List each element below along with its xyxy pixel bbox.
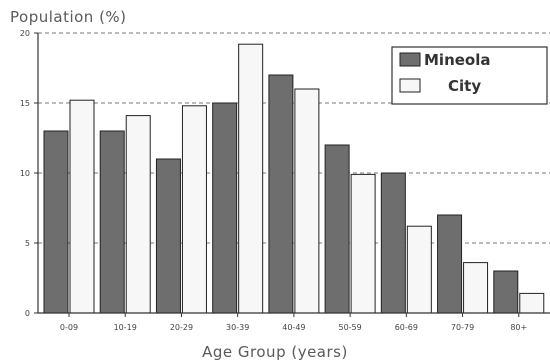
legend-label-mineola: Mineola bbox=[424, 51, 491, 69]
bar-mineola bbox=[43, 130, 69, 314]
bar-mineola bbox=[380, 172, 406, 314]
x-tick-label: 40-49 bbox=[282, 323, 305, 332]
x-tick-label: 50-59 bbox=[338, 323, 361, 332]
y-tick-label: 0 bbox=[25, 309, 30, 318]
x-tick-label: 0-09 bbox=[60, 323, 78, 332]
bar-city bbox=[125, 115, 151, 314]
x-axis-title: Age Group (years) bbox=[202, 343, 348, 361]
bar-city bbox=[238, 43, 264, 314]
x-tick-label: 70-79 bbox=[451, 323, 474, 332]
y-axis-title: Population (%) bbox=[10, 8, 127, 26]
bar-city bbox=[406, 225, 432, 314]
legend-label-city: City bbox=[448, 77, 481, 95]
x-tick-label: 20-29 bbox=[170, 323, 193, 332]
x-tick-label: 60-69 bbox=[395, 323, 418, 332]
bars bbox=[43, 43, 545, 314]
axes: 0 5 10 15 20 0-09 10-19 20-29 30-39 40-49 50-59 60-… bbox=[20, 29, 550, 332]
legend-swatch-mineola bbox=[399, 52, 421, 67]
bar-mineola bbox=[212, 102, 238, 314]
bar-city bbox=[294, 88, 320, 314]
bar-mineola bbox=[493, 270, 519, 314]
bar-city bbox=[350, 173, 376, 314]
bar-mineola bbox=[324, 144, 350, 314]
bar-mineola bbox=[268, 74, 294, 314]
y-tick-label: 15 bbox=[20, 99, 30, 108]
bar-mineola bbox=[99, 130, 125, 314]
bar-city bbox=[69, 99, 95, 314]
x-tick-label: 30-39 bbox=[226, 323, 249, 332]
bar-mineola bbox=[155, 158, 181, 314]
bar-city bbox=[181, 105, 207, 314]
bar-city bbox=[463, 262, 489, 314]
x-tick-label: 10-19 bbox=[114, 323, 137, 332]
x-tick-label: 80+ bbox=[510, 323, 527, 332]
legend: Mineola City bbox=[391, 46, 548, 105]
y-tick-label: 5 bbox=[25, 239, 30, 248]
y-tick-label: 20 bbox=[20, 29, 30, 38]
y-tick-label: 10 bbox=[20, 169, 30, 178]
bar-mineola bbox=[437, 214, 463, 314]
legend-swatch-city bbox=[399, 78, 421, 93]
bar-city bbox=[519, 292, 545, 314]
